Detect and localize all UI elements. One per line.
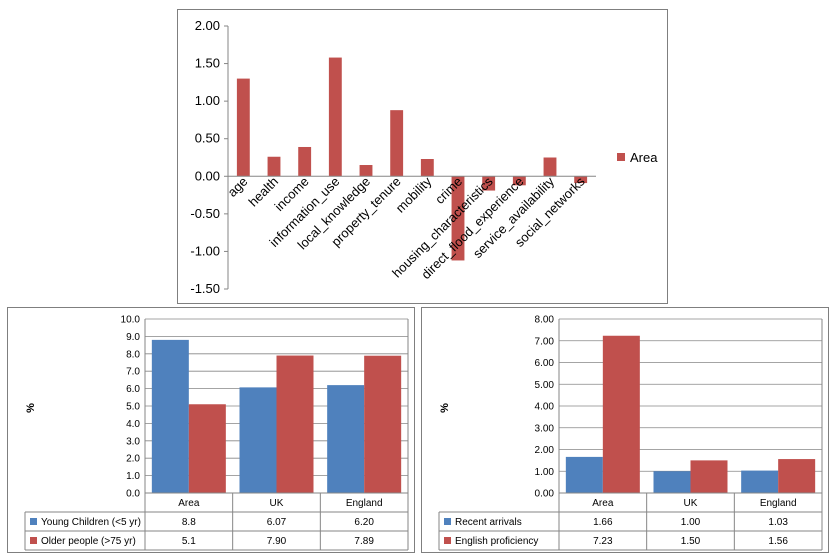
bar xyxy=(482,176,496,191)
y-tick-label: 4.00 xyxy=(535,402,555,413)
x-category-label: Area xyxy=(592,498,614,509)
table-value: 6.07 xyxy=(267,517,287,528)
bar xyxy=(574,176,588,184)
y-tick-label: 10.0 xyxy=(121,315,141,326)
bar xyxy=(653,471,691,493)
top-chart-panel: 2.00 1.50 1.00 0.50 0.00 -0.50 -1.00 -1.50 age he… xyxy=(177,9,668,304)
y-tick-label: 9.0 xyxy=(126,332,140,343)
x-category-label: UK xyxy=(270,498,284,509)
y-axis-label: % xyxy=(25,403,37,413)
bar xyxy=(298,146,312,177)
table-value: 7.23 xyxy=(593,536,613,547)
y-tick-label: -1.50 xyxy=(190,281,220,296)
bar xyxy=(565,456,603,493)
table-value: 7.90 xyxy=(267,536,287,547)
bar xyxy=(364,355,402,493)
bar xyxy=(239,387,277,493)
table-value: 5.1 xyxy=(182,536,196,547)
legend-label: English proficiency xyxy=(455,536,538,547)
bar xyxy=(778,459,816,493)
y-tick-label: 0.00 xyxy=(535,489,555,500)
y-axis-label: % xyxy=(439,403,451,413)
bar xyxy=(276,355,314,493)
bottom-right-chart-panel: 8.00 7.00 6.00 5.00 4.00 3.00 2.00 1.00 0.00% Are… xyxy=(421,307,829,553)
y-tick-label: 1.00 xyxy=(195,93,220,108)
y-tick-label: 3.00 xyxy=(535,423,555,434)
bar xyxy=(420,159,434,177)
y-tick-label: 3.0 xyxy=(126,436,140,447)
y-tick-label: 0.50 xyxy=(195,131,220,146)
bar xyxy=(690,460,728,493)
bar xyxy=(267,156,281,177)
x-category-label: England xyxy=(760,498,797,509)
y-tick-label: 8.0 xyxy=(126,349,140,360)
legend-label: Area xyxy=(630,150,658,165)
legend-swatch xyxy=(444,537,451,544)
y-tick-label: -0.50 xyxy=(190,206,220,221)
y-tick-label: 1.00 xyxy=(535,467,555,478)
y-tick-label: 2.00 xyxy=(195,18,220,33)
y-tick-label: 7.00 xyxy=(535,336,555,347)
legend-swatch xyxy=(617,153,625,161)
y-tick-label: 6.00 xyxy=(535,358,555,369)
table-value: 8.8 xyxy=(182,517,196,528)
y-tick-label: -1.00 xyxy=(190,243,220,258)
y-tick-label: 7.0 xyxy=(126,367,140,378)
bar xyxy=(188,404,226,493)
bar xyxy=(359,165,373,177)
x-category-label: Area xyxy=(178,498,200,509)
y-tick-label: 0.0 xyxy=(126,489,140,500)
bottom-left-chart-panel: 10.0 9.0 8.0 7.0 6.0 5.0 4.0 3.0 2.0 1.0 0.0% Area U… xyxy=(7,307,415,553)
y-tick-label: 1.50 xyxy=(195,56,220,71)
bar xyxy=(328,57,342,177)
bottom-right-bar-chart: 8.00 7.00 6.00 5.00 4.00 3.00 2.00 1.00 0.00% Are… xyxy=(438,315,823,551)
bar xyxy=(327,385,365,493)
y-tick-label: 4.0 xyxy=(126,419,140,430)
x-category-label: UK xyxy=(684,498,698,509)
table-value: 1.03 xyxy=(768,517,788,528)
y-tick-label: 5.00 xyxy=(535,380,555,391)
bar xyxy=(602,335,640,493)
legend-label: Older people (>75 yr) xyxy=(41,536,136,547)
table-value: 7.89 xyxy=(354,536,374,547)
y-tick-label: 8.00 xyxy=(535,315,555,326)
y-tick-label: 0.00 xyxy=(195,168,220,183)
y-tick-label: 6.0 xyxy=(126,384,140,395)
bar xyxy=(390,110,404,177)
bar xyxy=(512,176,526,186)
table-value: 6.20 xyxy=(354,517,374,528)
legend-swatch xyxy=(444,518,451,525)
top-bar-chart: 2.001.501.000.500.00-0.50-1.00-1.50agehe… xyxy=(190,18,658,296)
legend-swatch xyxy=(30,537,37,544)
bar xyxy=(151,339,189,493)
bar xyxy=(741,470,779,493)
bar xyxy=(236,78,250,177)
y-tick-label: 5.0 xyxy=(126,402,140,413)
bottom-left-bar-chart: 10.0 9.0 8.0 7.0 6.0 5.0 4.0 3.0 2.0 1.0 0.0% Area U… xyxy=(24,315,409,551)
bar xyxy=(451,176,465,261)
legend-swatch xyxy=(30,518,37,525)
table-value: 1.66 xyxy=(593,517,613,528)
table-value: 1.56 xyxy=(768,536,788,547)
legend-label: Young Children (<5 yr) xyxy=(41,517,141,528)
legend-label: Recent arrivals xyxy=(455,517,522,528)
y-tick-label: 2.0 xyxy=(126,454,140,465)
table-value: 1.00 xyxy=(681,517,701,528)
table-value: 1.50 xyxy=(681,536,701,547)
bar xyxy=(543,157,557,177)
y-tick-label: 1.0 xyxy=(126,471,140,482)
y-tick-label: 2.00 xyxy=(535,445,555,456)
x-category-label: England xyxy=(346,498,383,509)
